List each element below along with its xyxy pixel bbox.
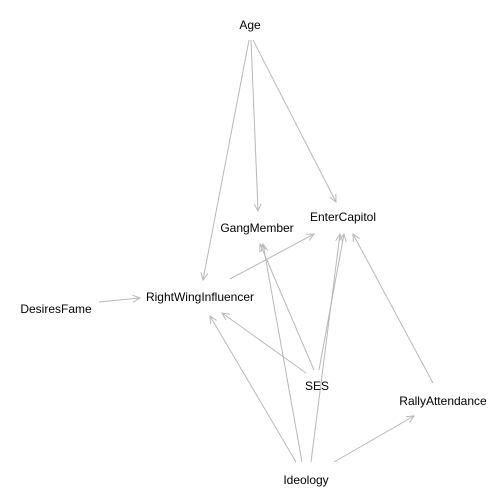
edge-ses-to-enter bbox=[318, 232, 347, 371]
edge-ideology-to-rwi bbox=[209, 315, 297, 463]
edge-ideology-to-gang-line bbox=[262, 243, 303, 463]
edge-ses-to-rwi-line bbox=[221, 312, 307, 374]
edge-rwi-to-enter bbox=[229, 233, 316, 280]
edge-ideology-to-gang-arrow-head bbox=[260, 242, 269, 252]
edge-layer bbox=[98, 39, 434, 463]
edge-fame-to-rwi-arrow-head bbox=[132, 294, 142, 303]
node-fame: DesiresFame bbox=[20, 302, 92, 316]
node-rally: RallyAttendance bbox=[399, 394, 487, 408]
edge-ses-to-gang-line bbox=[259, 243, 315, 371]
edge-ses-to-rwi-arrow-head bbox=[221, 312, 230, 321]
edge-rally-to-enter bbox=[352, 232, 434, 384]
edge-fame-to-rwi-line bbox=[98, 297, 141, 303]
edge-ideology-to-enter-arrow-head bbox=[335, 232, 344, 242]
node-layer: Age GangMember EnterCapitol RightWingInflue… bbox=[20, 18, 487, 487]
node-enter: EnterCapitol bbox=[310, 210, 376, 224]
node-ideology: Ideology bbox=[283, 473, 328, 487]
edge-rwi-to-enter-arrow-head bbox=[305, 233, 316, 241]
edge-ses-to-gang bbox=[259, 242, 315, 371]
edge-ses-to-rwi bbox=[221, 312, 307, 374]
edge-ideology-to-rally-arrow-head bbox=[405, 415, 415, 423]
edge-ideology-to-rwi-line bbox=[209, 315, 297, 463]
edge-age-to-gang-arrow-head bbox=[253, 203, 262, 213]
edge-fame-to-rwi bbox=[98, 294, 142, 303]
edge-age-to-rwi-arrow-head bbox=[200, 272, 209, 282]
edge-ideology-to-enter-line bbox=[310, 233, 341, 463]
edge-rally-to-enter-arrow-head bbox=[352, 232, 360, 243]
edge-age-to-enter-arrow-head bbox=[329, 193, 337, 204]
node-ses: SES bbox=[305, 379, 329, 393]
edge-ideology-to-gang bbox=[260, 242, 303, 463]
edge-age-to-enter bbox=[252, 39, 337, 204]
edge-ideology-to-rally-line bbox=[333, 415, 415, 463]
edge-ideology-to-rwi-arrow-head bbox=[209, 315, 217, 325]
node-age: Age bbox=[239, 18, 261, 32]
edge-ideology-to-rally bbox=[333, 415, 415, 463]
edge-age-to-gang bbox=[250, 39, 262, 213]
edge-age-to-gang-line bbox=[250, 39, 259, 212]
node-gang: GangMember bbox=[220, 221, 293, 235]
edge-ses-to-enter-arrow-head bbox=[338, 232, 347, 242]
edge-age-to-rwi bbox=[200, 39, 250, 282]
edge-rally-to-enter-line bbox=[352, 233, 434, 384]
edge-age-to-enter-line bbox=[252, 39, 337, 203]
node-rwi: RightWingInfluencer bbox=[146, 290, 254, 304]
edge-ideology-to-enter bbox=[310, 232, 344, 463]
edge-rwi-to-enter-line bbox=[229, 233, 315, 280]
edge-age-to-rwi-line bbox=[202, 39, 250, 281]
